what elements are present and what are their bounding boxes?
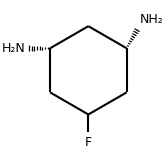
Text: NH₂: NH₂ bbox=[140, 13, 164, 26]
Text: F: F bbox=[85, 136, 92, 149]
Text: H₂N: H₂N bbox=[1, 42, 25, 55]
